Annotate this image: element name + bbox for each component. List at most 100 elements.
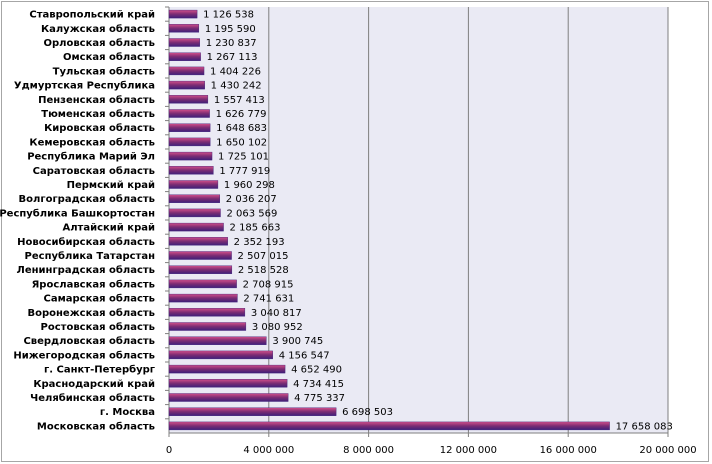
category-label: Ярославская область bbox=[32, 278, 155, 290]
bar bbox=[168, 52, 201, 61]
category-label: Нижегородская область bbox=[13, 349, 155, 361]
value-label: 1 626 779 bbox=[216, 109, 267, 120]
value-label: 4 775 337 bbox=[294, 393, 345, 404]
category-label: Пермский край bbox=[67, 180, 155, 191]
bar bbox=[168, 222, 224, 232]
bar bbox=[168, 208, 221, 218]
value-label: 1 777 919 bbox=[219, 166, 270, 177]
bar bbox=[168, 379, 288, 388]
category-label: г. Москва bbox=[100, 407, 155, 418]
value-label: 4 734 415 bbox=[293, 379, 344, 390]
category-label: Удмуртская Республика bbox=[14, 80, 155, 92]
category-label: Алтайский край bbox=[62, 223, 155, 234]
labels: 0 4 000 000 8 000 000 12 000 000 16 000 000 2… bbox=[0, 10, 697, 456]
value-label: 1 557 413 bbox=[214, 95, 265, 106]
category-label: Республика Башкортостан bbox=[0, 207, 155, 219]
value-label: 3 080 952 bbox=[252, 322, 303, 333]
bar bbox=[168, 166, 214, 175]
value-label: 1 430 242 bbox=[211, 81, 262, 92]
category-label: Республика Татарстан bbox=[25, 250, 156, 262]
bar bbox=[168, 350, 273, 360]
category-label: Тульская область bbox=[53, 65, 155, 77]
bar bbox=[168, 151, 213, 161]
value-label: 2 741 631 bbox=[243, 294, 294, 305]
x-tick-label: 12 000 000 bbox=[440, 445, 497, 456]
category-label: Свердловская область bbox=[23, 335, 155, 347]
value-label: 1 195 590 bbox=[205, 24, 256, 35]
category-label: Новосибирская область bbox=[17, 236, 155, 248]
plot-area bbox=[169, 7, 668, 433]
bar bbox=[168, 24, 200, 33]
bar bbox=[168, 109, 210, 118]
value-label: 1 404 226 bbox=[210, 66, 261, 77]
value-label: 4 156 547 bbox=[279, 350, 330, 361]
category-label: Саратовская область bbox=[33, 165, 155, 177]
bar bbox=[168, 265, 233, 274]
value-label: 2 507 015 bbox=[238, 251, 289, 262]
value-label: 1 650 102 bbox=[216, 137, 267, 148]
bar bbox=[168, 237, 228, 246]
category-label: Ростовская область bbox=[41, 321, 155, 333]
bar bbox=[168, 364, 286, 374]
category-label: Республика Марий Эл bbox=[27, 151, 155, 163]
category-label: Тюменская область bbox=[41, 108, 155, 120]
value-label: 2 708 915 bbox=[243, 279, 294, 290]
bar bbox=[168, 95, 209, 104]
value-label: 2 063 569 bbox=[226, 208, 277, 219]
value-label: 2 518 528 bbox=[238, 265, 289, 276]
value-label: 1 126 538 bbox=[203, 10, 254, 21]
bar bbox=[168, 66, 205, 76]
category-label: Челябинская область bbox=[30, 392, 155, 404]
x-tick-label: 16 000 000 bbox=[540, 445, 597, 456]
category-label: Пензенская область bbox=[38, 94, 155, 106]
category-label: Московская область bbox=[37, 420, 155, 432]
category-label: Краснодарский край bbox=[33, 379, 155, 390]
bar bbox=[168, 137, 211, 147]
bar bbox=[168, 393, 289, 402]
value-label: 2 185 663 bbox=[230, 223, 281, 234]
bar bbox=[168, 407, 337, 416]
bar bbox=[168, 38, 200, 47]
value-label: 2 352 193 bbox=[234, 237, 285, 248]
bar bbox=[168, 308, 246, 317]
bar bbox=[168, 336, 267, 345]
bar bbox=[168, 180, 219, 189]
value-label: 6 698 503 bbox=[342, 407, 393, 418]
gridlines bbox=[268, 7, 669, 433]
value-label: 1 648 683 bbox=[216, 123, 267, 134]
value-label: 2 036 207 bbox=[226, 194, 277, 205]
category-label: Самарская область bbox=[43, 293, 155, 305]
value-label: 1 230 837 bbox=[206, 38, 257, 49]
bar bbox=[168, 123, 211, 132]
value-label: 1 267 113 bbox=[207, 52, 258, 63]
bars bbox=[168, 9, 610, 431]
bar bbox=[168, 9, 198, 19]
value-label: 1 725 101 bbox=[218, 152, 269, 163]
bar bbox=[168, 194, 221, 203]
category-label: Волгоградская область bbox=[19, 193, 155, 205]
category-label: Ленинградская область bbox=[17, 264, 155, 276]
value-label: 3 900 745 bbox=[272, 336, 323, 347]
bar bbox=[168, 279, 237, 289]
x-tick-label: 0 bbox=[166, 445, 172, 456]
value-label: 17 658 083 bbox=[616, 421, 673, 432]
category-label: Орловская область bbox=[43, 37, 155, 49]
category-label: Омская область bbox=[63, 51, 155, 63]
x-tick-label: 4 000 000 bbox=[243, 445, 294, 456]
axes bbox=[165, 6, 669, 437]
value-label: 1 960 298 bbox=[224, 180, 275, 191]
value-label: 3 040 817 bbox=[251, 308, 302, 319]
x-tick-label: 20 000 000 bbox=[639, 445, 696, 456]
bar bbox=[168, 421, 610, 431]
category-label: Ставропольский край bbox=[29, 10, 155, 21]
category-label: Калужская область bbox=[41, 23, 155, 35]
bar bbox=[168, 80, 205, 90]
category-label: Кемеровская область bbox=[29, 136, 155, 148]
x-tick-label: 8 000 000 bbox=[343, 445, 394, 456]
bar bbox=[168, 251, 232, 260]
bar bbox=[168, 322, 247, 331]
category-label: г. Санкт-Петербург bbox=[44, 364, 155, 376]
bar bbox=[168, 293, 238, 303]
value-label: 4 652 490 bbox=[291, 365, 342, 376]
